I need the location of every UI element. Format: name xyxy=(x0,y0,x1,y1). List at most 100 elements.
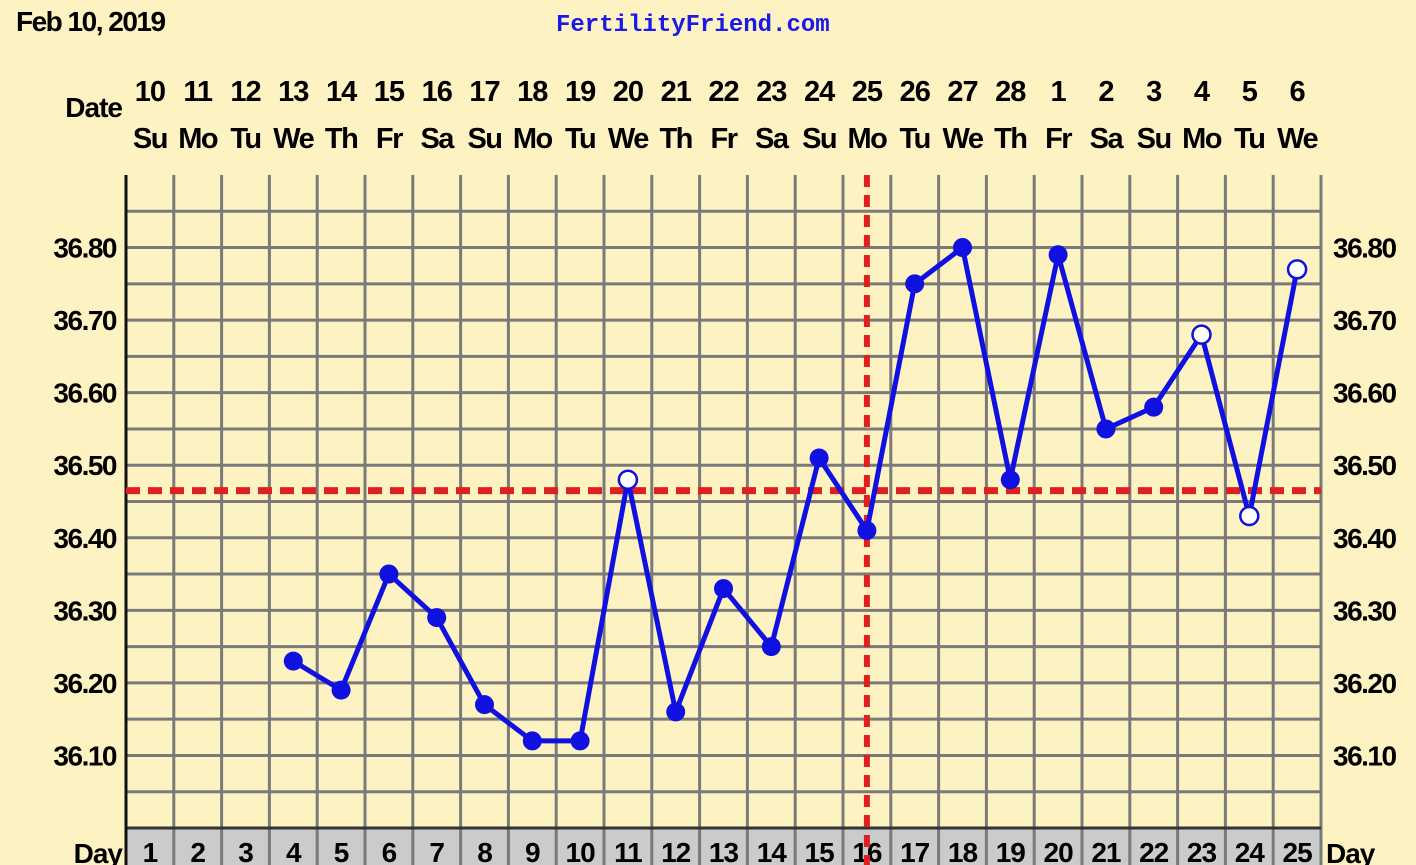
weekday-label: Th xyxy=(994,123,1026,155)
y-tick-left: 36.50 xyxy=(53,450,116,481)
temperature-point-open xyxy=(1191,324,1212,345)
temperature-point-open xyxy=(1286,259,1308,280)
weekday-label: Tu xyxy=(900,123,930,155)
date-label: 22 xyxy=(708,76,738,108)
weekday-label: Su xyxy=(802,123,836,155)
temperature-point xyxy=(1048,245,1068,265)
day-label: 8 xyxy=(477,837,492,865)
temperature-point xyxy=(283,651,303,671)
day-label: 10 xyxy=(566,837,596,865)
y-tick-left: 36.40 xyxy=(53,523,116,554)
day-label: 4 xyxy=(286,837,302,865)
date-label: 19 xyxy=(565,76,596,108)
date-row-label: Date xyxy=(65,92,122,123)
date-label: 20 xyxy=(613,76,643,108)
temperature-point xyxy=(427,608,447,628)
temperature-point xyxy=(570,731,590,751)
temperature-point xyxy=(331,680,351,700)
temperature-point xyxy=(522,731,542,751)
day-label: 22 xyxy=(1139,837,1169,865)
date-label: 23 xyxy=(756,76,787,108)
weekday-label: Su xyxy=(1137,123,1171,155)
date-label: 21 xyxy=(661,76,692,108)
day-label: 18 xyxy=(948,837,978,865)
date-label: 17 xyxy=(469,76,499,108)
date-label: 10 xyxy=(135,76,165,108)
weekday-label: We xyxy=(943,123,984,155)
temperature-point xyxy=(905,274,925,294)
day-label: 12 xyxy=(661,837,691,865)
y-tick-right: 36.10 xyxy=(1333,740,1396,771)
day-label: 19 xyxy=(996,837,1026,865)
weekday-label: Sa xyxy=(420,123,455,155)
day-label: 7 xyxy=(429,837,444,865)
weekday-label: Fr xyxy=(711,123,738,155)
day-label: 6 xyxy=(382,837,397,865)
temperature-point xyxy=(714,579,733,599)
day-label: 14 xyxy=(757,837,788,865)
weekday-label: Th xyxy=(325,123,357,155)
brand-link[interactable]: FertilityFriend.com xyxy=(556,12,830,39)
day-label: 3 xyxy=(238,837,253,865)
temperature-point xyxy=(666,702,686,722)
day-label: 24 xyxy=(1235,837,1266,865)
weekday-label: Th xyxy=(659,123,691,155)
y-tick-left: 36.70 xyxy=(53,305,116,336)
day-label: 9 xyxy=(525,837,540,865)
temperature-point xyxy=(857,521,877,541)
day-label: 11 xyxy=(614,837,642,865)
date-label: 13 xyxy=(278,76,309,108)
y-tick-left: 36.10 xyxy=(53,740,116,771)
day-label: 25 xyxy=(1283,837,1313,865)
day-label: 17 xyxy=(900,837,930,865)
weekday-label: We xyxy=(608,123,649,155)
weekday-label: Sa xyxy=(1090,123,1125,155)
y-tick-left: 36.80 xyxy=(53,233,116,264)
date-label: 2 xyxy=(1098,76,1113,108)
date-label: 3 xyxy=(1146,76,1162,108)
weekday-label: Mo xyxy=(847,123,887,155)
weekday-label: We xyxy=(273,123,314,155)
weekday-label: Fr xyxy=(1045,123,1072,155)
date-label: 18 xyxy=(517,76,548,108)
temperature-point xyxy=(761,637,781,657)
weekday-label: Tu xyxy=(1234,123,1264,155)
weekday-label: Mo xyxy=(178,123,218,155)
weekday-label: We xyxy=(1277,123,1318,155)
day-label: 1 xyxy=(143,837,158,865)
date-label: 28 xyxy=(995,76,1026,108)
y-tick-right: 36.70 xyxy=(1333,305,1396,336)
y-tick-right: 36.20 xyxy=(1333,668,1396,699)
weekday-label: Fr xyxy=(376,123,403,155)
y-tick-right: 36.80 xyxy=(1333,233,1396,264)
temperature-point xyxy=(1000,470,1020,490)
chart-date: Feb 10, 2019 xyxy=(16,6,166,37)
date-label: 4 xyxy=(1194,76,1210,108)
date-label: 25 xyxy=(852,76,883,108)
date-label: 27 xyxy=(947,76,977,108)
day-label: 2 xyxy=(190,837,205,865)
date-label: 15 xyxy=(374,76,405,108)
date-label: 16 xyxy=(422,76,453,108)
y-tick-left: 36.20 xyxy=(53,668,116,699)
day-label: 15 xyxy=(805,837,835,865)
temperature-point xyxy=(1096,419,1116,439)
weekday-label: Sa xyxy=(755,123,790,155)
temperature-point xyxy=(475,695,494,715)
date-label: 1 xyxy=(1051,76,1067,108)
day-row xyxy=(126,828,1321,865)
date-label: 24 xyxy=(804,76,835,108)
temperature-point xyxy=(809,448,829,468)
temperature-point-open xyxy=(617,469,639,490)
date-label: 26 xyxy=(900,76,931,108)
day-label: 20 xyxy=(1044,837,1074,865)
y-tick-left: 36.60 xyxy=(53,378,116,409)
y-tick-right: 36.50 xyxy=(1333,450,1396,481)
day-row-label-right: Day xyxy=(1326,838,1376,865)
y-tick-left: 36.30 xyxy=(53,595,116,626)
temperature-point xyxy=(379,564,399,584)
temperature-line xyxy=(292,245,1300,744)
temperature-point xyxy=(953,238,972,258)
date-label: 11 xyxy=(183,76,213,108)
date-label: 12 xyxy=(230,76,260,108)
